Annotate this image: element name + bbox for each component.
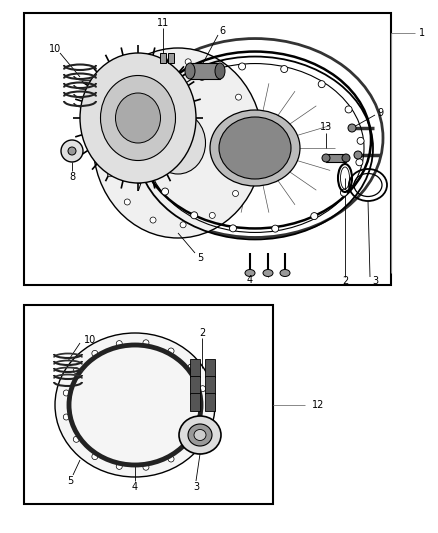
Circle shape — [92, 350, 98, 357]
Text: 5: 5 — [67, 476, 73, 486]
Text: 1: 1 — [419, 28, 425, 38]
Circle shape — [191, 212, 198, 219]
Circle shape — [200, 386, 205, 392]
Ellipse shape — [116, 93, 160, 143]
Ellipse shape — [194, 430, 206, 440]
Circle shape — [281, 66, 288, 72]
Circle shape — [233, 190, 239, 197]
Circle shape — [180, 222, 186, 228]
Circle shape — [148, 125, 155, 132]
Circle shape — [188, 364, 194, 370]
Circle shape — [246, 160, 252, 166]
Ellipse shape — [322, 154, 330, 162]
Ellipse shape — [219, 117, 291, 179]
Ellipse shape — [215, 63, 225, 79]
Ellipse shape — [185, 63, 195, 79]
Text: 13: 13 — [320, 122, 332, 132]
Circle shape — [102, 137, 108, 143]
Bar — [190, 393, 200, 411]
Text: 8: 8 — [69, 172, 75, 182]
Circle shape — [168, 348, 174, 354]
Circle shape — [311, 213, 318, 220]
Bar — [190, 376, 200, 394]
Circle shape — [73, 368, 79, 374]
Circle shape — [185, 59, 191, 65]
Bar — [205, 376, 215, 394]
Circle shape — [345, 106, 352, 113]
Circle shape — [198, 74, 205, 80]
Ellipse shape — [280, 270, 290, 277]
Ellipse shape — [210, 110, 300, 186]
Circle shape — [167, 95, 174, 102]
Circle shape — [124, 199, 130, 205]
Ellipse shape — [245, 270, 255, 277]
Circle shape — [63, 390, 69, 396]
Text: 6: 6 — [219, 26, 225, 36]
Ellipse shape — [55, 333, 215, 477]
Text: 7: 7 — [135, 183, 141, 193]
Circle shape — [209, 213, 215, 219]
Circle shape — [73, 437, 79, 442]
Ellipse shape — [179, 416, 221, 454]
Ellipse shape — [100, 76, 176, 160]
Text: 3: 3 — [193, 482, 199, 492]
Ellipse shape — [151, 112, 205, 174]
Circle shape — [61, 140, 83, 162]
Text: 2: 2 — [342, 276, 348, 286]
Circle shape — [147, 157, 154, 164]
Bar — [160, 53, 166, 63]
Circle shape — [162, 188, 169, 195]
Ellipse shape — [93, 48, 263, 238]
Circle shape — [110, 104, 115, 110]
Bar — [205, 359, 215, 377]
Bar — [326, 154, 346, 162]
Circle shape — [107, 171, 113, 177]
Circle shape — [188, 440, 194, 446]
Circle shape — [143, 464, 149, 470]
Text: 10: 10 — [84, 335, 96, 345]
Circle shape — [155, 61, 161, 67]
Text: 11: 11 — [157, 18, 169, 28]
Text: 4: 4 — [247, 275, 253, 285]
Circle shape — [128, 77, 134, 83]
Ellipse shape — [263, 270, 273, 277]
Text: 10: 10 — [49, 44, 61, 54]
Circle shape — [116, 341, 122, 346]
Circle shape — [239, 63, 246, 70]
Circle shape — [247, 126, 253, 132]
Circle shape — [68, 147, 76, 155]
Circle shape — [143, 340, 149, 346]
Circle shape — [92, 454, 98, 459]
Bar — [190, 63, 220, 79]
Ellipse shape — [188, 424, 212, 446]
Circle shape — [340, 189, 347, 196]
Ellipse shape — [342, 154, 350, 162]
Text: 12: 12 — [312, 400, 324, 410]
Circle shape — [236, 94, 241, 100]
Circle shape — [214, 70, 220, 76]
Ellipse shape — [80, 53, 196, 183]
Circle shape — [356, 159, 363, 166]
Circle shape — [357, 138, 364, 144]
Circle shape — [150, 217, 156, 223]
Ellipse shape — [354, 151, 362, 159]
Text: 2: 2 — [199, 328, 205, 338]
Circle shape — [272, 225, 279, 232]
Circle shape — [63, 414, 69, 420]
Circle shape — [230, 225, 237, 232]
Bar — [168, 53, 174, 63]
Circle shape — [168, 456, 174, 462]
Circle shape — [200, 418, 205, 424]
Text: 9: 9 — [377, 108, 383, 118]
Circle shape — [318, 80, 325, 87]
Text: 3: 3 — [372, 276, 378, 286]
Circle shape — [116, 463, 122, 470]
Bar — [205, 393, 215, 411]
Text: 5: 5 — [197, 253, 203, 263]
Bar — [190, 359, 200, 377]
Text: 4: 4 — [132, 482, 138, 492]
Ellipse shape — [348, 124, 356, 132]
